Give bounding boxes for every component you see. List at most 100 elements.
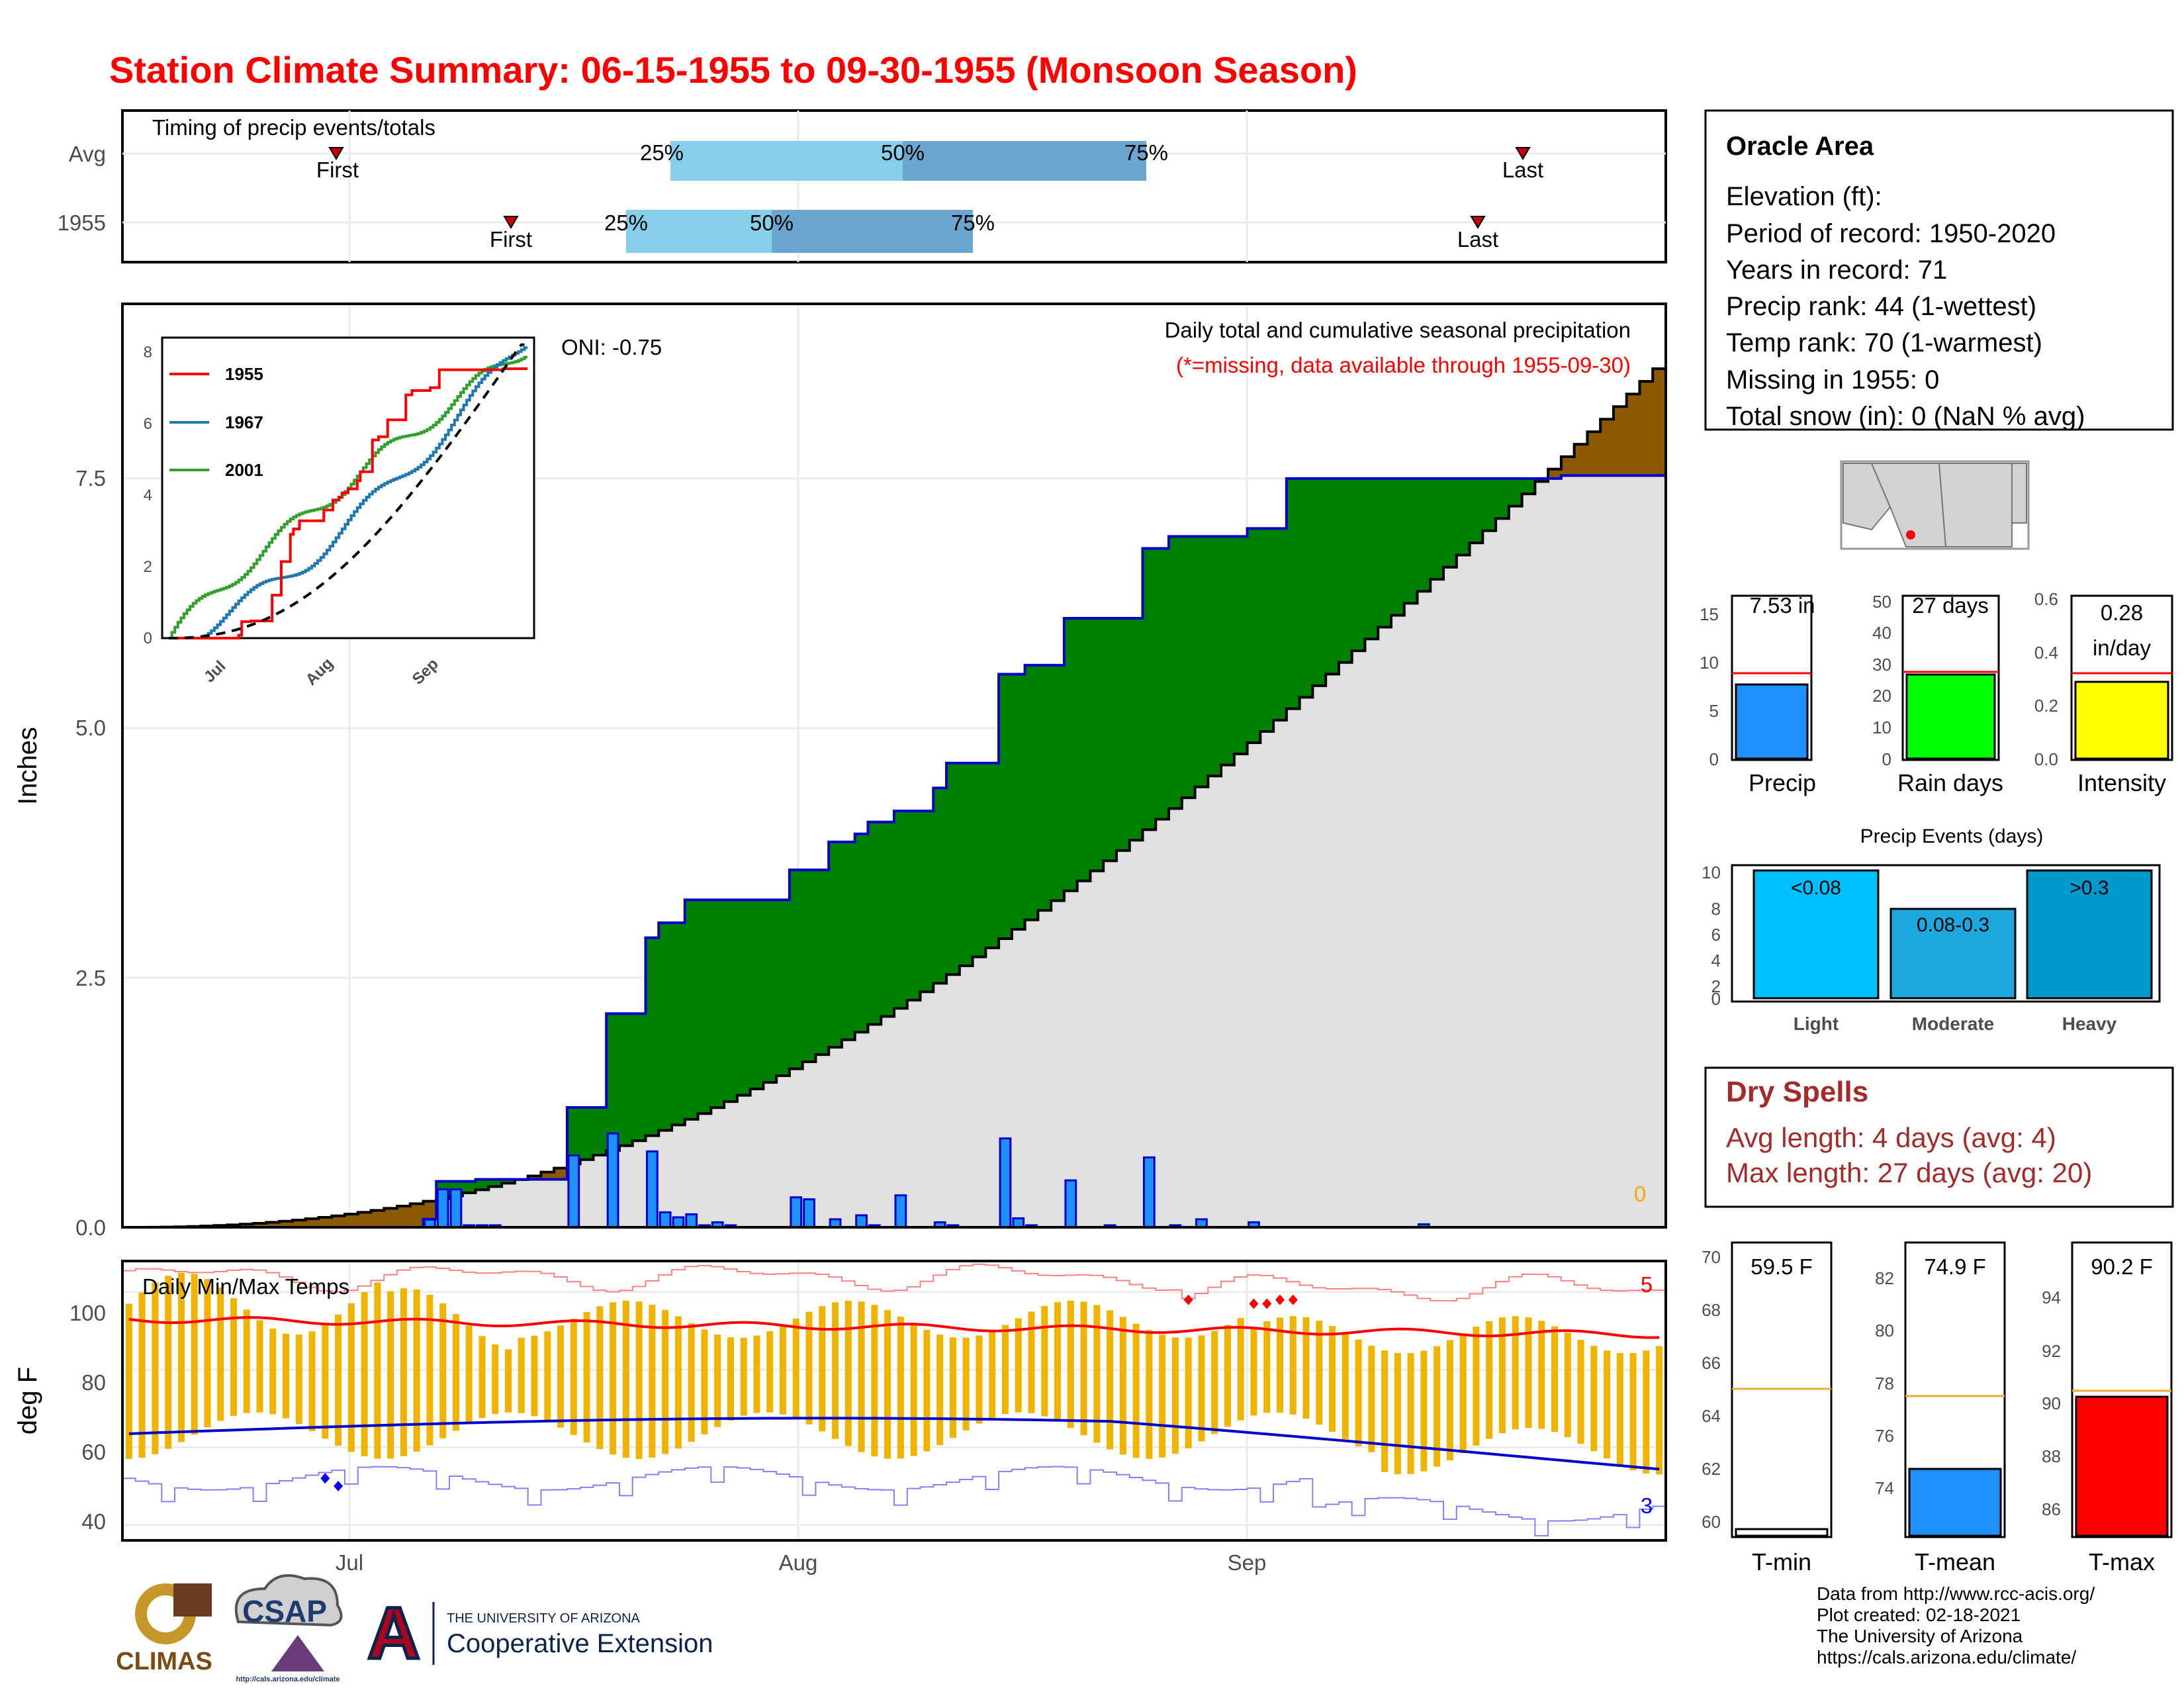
daily-temp-range-bar: [347, 1303, 355, 1452]
daily-temp-range-bar: [674, 1316, 682, 1449]
above-average-area: [1522, 478, 1535, 494]
daily-temp-range-bar: [583, 1312, 590, 1442]
climas-logo: CLIMAS: [116, 1583, 212, 1675]
daily-temp-range-bar: [1616, 1352, 1623, 1466]
daily-temp-range-bar: [1015, 1318, 1022, 1413]
daily-temp-range-bar: [1211, 1331, 1218, 1434]
record-low-marker: [320, 1473, 330, 1484]
above-average-area: [698, 900, 711, 1114]
daily-temp-range-bar: [557, 1325, 565, 1428]
above-average-area: [1390, 478, 1405, 616]
above-average-area: [1535, 478, 1549, 482]
daily-temp-range-bar: [465, 1325, 473, 1424]
daily-temp-range-bar: [361, 1291, 368, 1456]
above-average-area: [894, 811, 908, 1009]
daily-temp-range-bar: [518, 1337, 525, 1413]
record-high-marker: [1183, 1294, 1193, 1305]
events-cat: Heavy: [2062, 1013, 2117, 1034]
tmax-ytick: 92: [2042, 1341, 2061, 1361]
below-average-area: [332, 1215, 345, 1227]
daily-temp-range-bar: [1459, 1333, 1467, 1454]
footer-line: The University of Arizona: [1817, 1626, 2023, 1646]
below-average-area: [266, 1222, 280, 1227]
events-ytick: 4: [1711, 951, 1721, 970]
daily-temp-range-bar: [989, 1331, 996, 1418]
y1955-p25-label: 25%: [604, 211, 648, 235]
below-average-area: [240, 1224, 254, 1227]
precip-ytick: 10: [1700, 653, 1719, 673]
temps-ytick: 80: [81, 1370, 106, 1395]
info-line: Period of record: 1950-2020: [1726, 219, 2056, 248]
daily-temp-range-bar: [1473, 1327, 1480, 1446]
ua-line2: Cooperative Extension: [447, 1629, 713, 1658]
events-moderate-label: 0.08-0.3: [1917, 914, 1989, 936]
university-of-arizona-logo: A THE UNIVERSITY OF ARIZONA Cooperative …: [366, 1591, 713, 1676]
average-cumulative-line: [122, 367, 1666, 1229]
main-ytick: 2.5: [75, 966, 106, 990]
temps-ytick: 40: [81, 1509, 106, 1534]
daily-temp-range-bar: [570, 1319, 577, 1435]
daily-temp-range-bar: [897, 1317, 904, 1459]
temps-xtick: Aug: [779, 1550, 818, 1575]
above-average-area: [946, 763, 960, 975]
above-average-area: [1051, 665, 1065, 901]
below-average-area: [1574, 444, 1588, 476]
avg-25-50-bar: [670, 141, 903, 181]
events-ytick: 0: [1711, 989, 1721, 1009]
record-high-line: [122, 1263, 1666, 1302]
daily-temp-range-bar: [177, 1272, 185, 1442]
daily-temp-range-bar: [1420, 1350, 1428, 1472]
daily-temp-range-bar: [727, 1337, 734, 1421]
raindays-ytick: 40: [1872, 623, 1891, 643]
above-average-area: [959, 763, 974, 966]
y1955-50-75-bar: [772, 210, 973, 253]
daily-precip-bar: [606, 1132, 619, 1229]
events-light-label: <0.08: [1791, 877, 1841, 899]
above-average-area: [815, 870, 829, 1055]
daily-temp-range-bar: [766, 1331, 774, 1413]
daily-temp-range-bar: [610, 1302, 617, 1455]
above-average-area: [1038, 665, 1052, 911]
timing-row-1955-label: 1955: [58, 211, 106, 235]
daily-temp-range-bar: [1080, 1301, 1087, 1436]
daily-temp-range-bar: [335, 1314, 342, 1446]
daily-precip-bar: [1142, 1156, 1156, 1229]
above-average-area: [1456, 478, 1471, 555]
observed-cumulative-line: [122, 474, 1666, 1229]
daily-temp-range-bar: [1171, 1337, 1179, 1454]
above-average-area: [763, 900, 777, 1083]
raindays-ytick: 10: [1872, 718, 1891, 737]
daily-temp-range-bar: [165, 1276, 172, 1449]
daily-temp-range-bar: [1302, 1317, 1310, 1419]
tmean-ytick: 80: [1875, 1321, 1894, 1340]
intensity-unit: in/day: [2093, 635, 2152, 660]
events-title: Precip Events (days): [1860, 825, 2044, 847]
daily-temp-range-bar: [635, 1301, 643, 1459]
dry-spells-box: Dry Spells Avg length: 4 days (avg: 4) M…: [1704, 1066, 2174, 1208]
tmax-ytick: 94: [2042, 1288, 2061, 1307]
daily-temp-range-bar: [544, 1331, 551, 1421]
daily-temp-range-bar: [1119, 1317, 1126, 1455]
daily-temp-range-bar: [1433, 1346, 1441, 1467]
intensity-panel: 0.28 in/day Intensity 0.0 0.2 0.4 0.6: [2034, 589, 2173, 796]
above-average-area: [776, 900, 790, 1076]
tmax-panel: 90.2 F T-max 86 88 90 92 94: [2042, 1241, 2173, 1575]
inset-ytick: 4: [144, 487, 152, 504]
footer-credits: Data from http://www.rcc-acis.org/ Plot …: [1817, 1583, 2095, 1667]
below-average-area: [527, 1176, 541, 1180]
daily-temp-range-bar: [256, 1320, 263, 1413]
daily-temp-range-bar: [1185, 1337, 1192, 1448]
raindays-ytick: 0: [1882, 749, 1891, 769]
tmin-panel: 59.5 F T-min 60 62 64 66 68 70: [1702, 1241, 1833, 1575]
daily-temp-range-bar: [819, 1306, 826, 1432]
tmax-ytick: 88: [2042, 1446, 2061, 1466]
below-average-area: [1561, 456, 1575, 476]
main-caption-missing: (*=missing, data available through 1955-…: [1176, 353, 1631, 377]
record-low-marker: [334, 1480, 343, 1491]
inset-ytick: 0: [144, 630, 152, 647]
above-average-area: [1129, 618, 1143, 841]
daily-temp-range-bar: [1486, 1321, 1493, 1439]
daily-precip-bar: [790, 1196, 803, 1229]
raindays-bar: [1905, 673, 1996, 760]
events-ytick: 2: [1711, 976, 1721, 996]
